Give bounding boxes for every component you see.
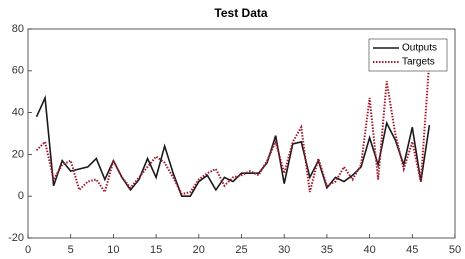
x-tick-label: 50 (449, 244, 461, 256)
legend-label: Targets (402, 57, 435, 68)
x-tick-label: 5 (68, 244, 74, 256)
y-tick-label: 0 (18, 190, 24, 202)
x-tick-label: 30 (278, 244, 290, 256)
chart-title: Test Data (214, 6, 267, 20)
x-tick-label: 25 (235, 244, 247, 256)
x-tick-label: 35 (321, 244, 333, 256)
y-tick-label: 60 (12, 65, 24, 77)
y-tick-label: 80 (12, 23, 24, 35)
x-tick-label: 20 (193, 244, 205, 256)
y-tick-label: -20 (8, 232, 24, 244)
y-tick-label: 40 (12, 107, 24, 119)
x-tick-label: 45 (406, 244, 418, 256)
x-tick-label: 0 (25, 244, 31, 256)
x-tick-label: 40 (363, 244, 375, 256)
x-tick-label: 10 (107, 244, 119, 256)
y-tick-label: 20 (12, 148, 24, 160)
x-tick-label: 15 (150, 244, 162, 256)
legend-label: Outputs (402, 43, 437, 54)
chart: Test Data 05101520253035404550-200204060… (0, 0, 465, 259)
